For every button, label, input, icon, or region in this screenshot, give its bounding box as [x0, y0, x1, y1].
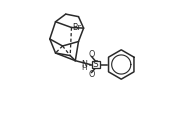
- Text: H: H: [81, 65, 87, 71]
- Text: O: O: [88, 70, 95, 79]
- Text: Br: Br: [72, 23, 81, 32]
- Text: N: N: [81, 60, 87, 69]
- Bar: [92, 61, 100, 68]
- Text: O: O: [88, 50, 95, 59]
- Text: S: S: [93, 60, 99, 69]
